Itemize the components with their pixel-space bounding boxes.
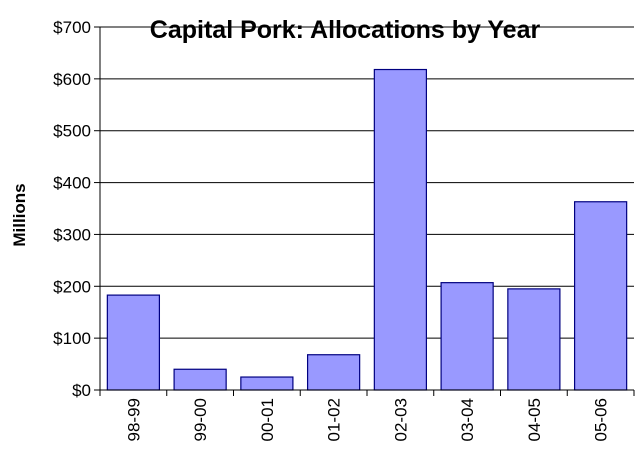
- x-tick-label: 99-00: [191, 398, 210, 441]
- y-tick-label: $700: [53, 18, 91, 37]
- y-tick-label: $500: [53, 122, 91, 141]
- bar-05-06: [573, 201, 628, 391]
- y-tick-label: $400: [53, 174, 91, 193]
- x-tick-label: 01-02: [325, 398, 344, 441]
- chart-title: Capital Pork: Allocations by Year: [150, 16, 541, 44]
- x-tick-label: 04-05: [525, 398, 544, 441]
- bar-00-01: [240, 376, 294, 391]
- bars: [106, 68, 628, 391]
- axes: [94, 26, 635, 396]
- y-tick-label: $0: [72, 381, 91, 400]
- bar-03-04: [440, 282, 494, 391]
- y-axis-label: Millions: [10, 183, 29, 246]
- x-tick-label: 05-06: [592, 398, 611, 441]
- y-tick-label: $200: [53, 277, 91, 296]
- y-tick-label: $100: [53, 329, 91, 348]
- x-tick-labels: 98-99 99-00 00-01 01-02 02-03 03-04 04-05 05-06: [124, 398, 610, 441]
- y-tick-label: $600: [53, 70, 91, 89]
- x-tick-label: 03-04: [458, 398, 477, 441]
- bar-99-00: [173, 368, 227, 391]
- bar-02-03: [373, 68, 428, 391]
- y-tick-labels: $0 $100 $200 $300 $400 $500 $600 $700: [53, 18, 91, 400]
- x-tick-label: 02-03: [391, 398, 410, 441]
- x-tick-label: 00-01: [258, 398, 277, 441]
- grid-lines: [100, 26, 634, 339]
- x-tick-label: 98-99: [124, 398, 143, 441]
- y-tick-label: $300: [53, 225, 91, 244]
- bar-04-05: [507, 288, 561, 391]
- bar-01-02: [306, 354, 361, 391]
- bar-98-99: [106, 294, 161, 391]
